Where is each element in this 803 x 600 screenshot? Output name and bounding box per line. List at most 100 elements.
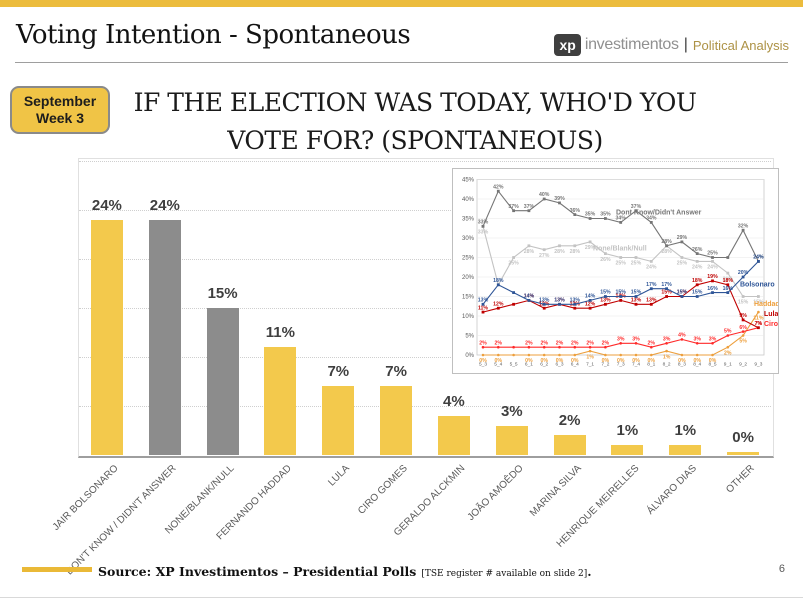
series-marker	[573, 302, 577, 306]
series-point-label: 37%	[524, 204, 535, 210]
series-point-label: 0%	[678, 358, 686, 364]
series-marker	[634, 295, 638, 298]
series-point-label: 16%	[707, 286, 718, 292]
bar	[380, 386, 413, 455]
series-point-label: 5%	[739, 339, 747, 345]
series-marker	[558, 345, 561, 349]
series-point-label: 34%	[646, 216, 657, 222]
series-marker	[481, 224, 485, 228]
series-point-label: 0%	[525, 358, 533, 364]
series-point-label: 18%	[493, 278, 504, 284]
inset-x-tick: 8_3	[678, 362, 686, 368]
series-point-label: 11%	[478, 305, 488, 311]
series-point-label: 37%	[631, 204, 642, 210]
series-marker	[711, 260, 714, 263]
series-point-label: 24%	[646, 265, 657, 271]
series-marker	[542, 197, 546, 201]
series-point-label: 2%	[586, 340, 594, 346]
series-point-label: 26%	[600, 257, 611, 263]
series-point-label: 36%	[570, 208, 581, 214]
series-marker	[741, 330, 745, 333]
bar-value-label: 7%	[327, 363, 350, 381]
series-marker	[573, 345, 577, 349]
top-accent-bar	[0, 0, 803, 7]
series-marker	[497, 353, 500, 357]
bar	[611, 445, 644, 455]
series-marker	[542, 302, 546, 306]
bar-category-label: MARINA SILVA	[527, 463, 584, 519]
series-point-label: 25%	[677, 261, 688, 267]
series-marker	[481, 302, 485, 306]
trend-inset-chart: 0% 5% 10% 15% 20% 25% 30% 35% 40% 45% 5_3 5_4 5_5 6_1…	[452, 168, 780, 374]
series-marker	[588, 306, 592, 310]
series-marker	[512, 353, 515, 357]
bar	[206, 308, 239, 455]
series-marker	[711, 279, 714, 283]
series-marker	[527, 299, 531, 302]
series-point-label: 3%	[663, 337, 671, 343]
series-point-label: 21%	[723, 276, 734, 282]
inset-x-tick: 5_5	[510, 362, 518, 368]
series-marker	[695, 295, 699, 298]
badge-week: Week 3	[36, 110, 84, 126]
series-marker	[634, 342, 638, 345]
series-point-label: 15%	[631, 290, 642, 296]
series-marker	[604, 295, 607, 298]
inset-x-tick: 7_3	[617, 362, 625, 368]
series-point-label: 15%	[738, 300, 749, 306]
inset-x-tick: 9_2	[739, 362, 747, 368]
bar-category-label: JOÃO AMOÊDO	[465, 463, 526, 524]
series-point-label: 24%	[707, 265, 718, 271]
series-point-label: 9%	[739, 313, 747, 319]
series-marker	[604, 217, 607, 220]
bar-value-label: 0%	[732, 429, 754, 446]
bar-value-label: 11%	[265, 324, 295, 342]
logo-division-text: Political Analysis	[692, 37, 789, 53]
inset-x-tick: 6_3	[555, 362, 563, 368]
series-marker	[741, 228, 745, 232]
series-marker	[757, 260, 760, 263]
series-point-label: 16%	[723, 286, 734, 292]
bottom-edge-line	[0, 597, 803, 598]
series-marker	[512, 291, 515, 294]
footer-accent-dash	[22, 567, 92, 572]
inset-x-tick: 6_1	[525, 362, 533, 368]
series-marker	[542, 345, 546, 349]
series-point-label: 24%	[692, 265, 703, 271]
bar-gridline	[79, 210, 771, 211]
series-marker	[542, 248, 546, 252]
series-point-label: 0%	[648, 358, 656, 364]
bar-category-label: OTHER	[724, 463, 757, 496]
series-marker	[558, 201, 561, 205]
series-marker	[604, 302, 607, 306]
series-point-label: 2%	[540, 340, 548, 346]
series-marker	[496, 306, 500, 310]
series-marker	[542, 306, 546, 310]
series-point-label: 6%	[739, 325, 747, 331]
series-name-label: Dont Know/Didn't Answer	[616, 210, 702, 217]
series-point-label: 13%	[539, 298, 550, 304]
series-marker	[573, 213, 577, 216]
series-name-label: None/Blank/Null	[593, 246, 647, 253]
series-point-label: 0%	[693, 358, 701, 364]
series-point-label: 13%	[570, 298, 581, 304]
series-name-label: Ciro	[764, 321, 778, 328]
bar	[553, 435, 586, 455]
series-marker	[573, 244, 577, 248]
inset-x-tick: 7_4	[632, 362, 640, 368]
series-point-label: 3%	[709, 337, 717, 343]
header-divider	[15, 62, 788, 63]
series-point-label: 12%	[493, 301, 504, 307]
series-point-label: 24%	[753, 255, 764, 261]
series-point-label: 17%	[661, 282, 672, 288]
series-point-label: 0%	[556, 358, 564, 364]
series-marker	[527, 345, 531, 349]
series-marker	[604, 353, 607, 357]
series-point-label: 28%	[554, 249, 565, 255]
series-point-label: 0%	[617, 358, 625, 364]
series-marker	[726, 271, 730, 275]
series-point-label: 15%	[753, 300, 764, 306]
inset-x-tick: 9_3	[754, 362, 762, 368]
series-marker	[634, 353, 638, 357]
